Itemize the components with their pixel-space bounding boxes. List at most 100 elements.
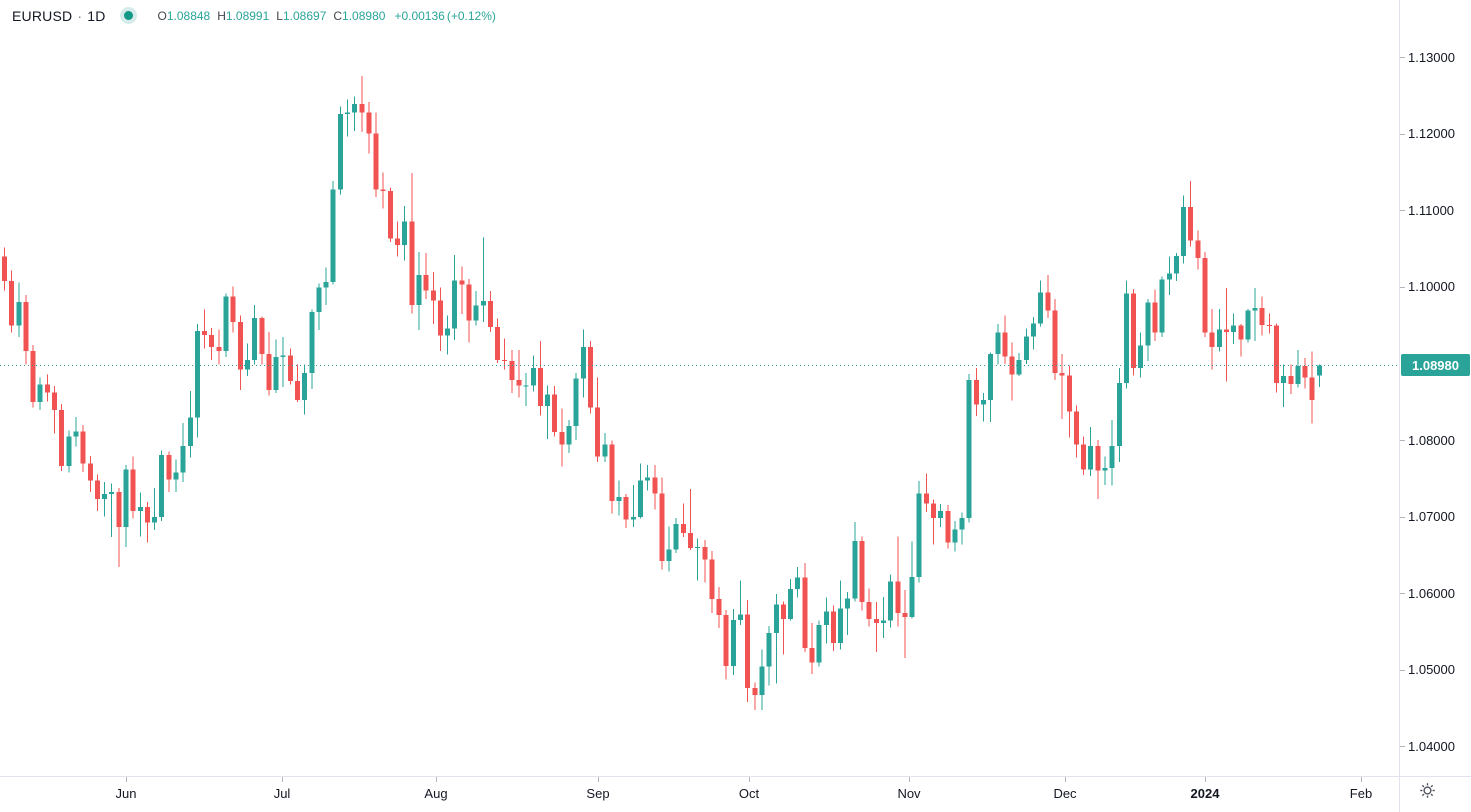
time-tick [126,777,127,782]
candle [216,329,222,365]
candle [816,620,822,667]
candle [1238,324,1244,357]
time-tick [282,777,283,782]
candle [330,180,336,285]
candle [352,96,358,132]
candle [1309,351,1315,424]
candle [716,586,722,629]
candle [316,283,322,331]
candle [1138,332,1144,378]
time-tick [909,777,910,782]
candle [459,266,465,315]
candle [180,422,186,482]
candle [473,291,479,326]
candle [187,390,193,458]
candle [809,622,815,675]
candle [252,304,258,365]
time-axis[interactable]: Jun Jul Aug Sep Oct Nov Dec 2024 Feb [0,776,1471,812]
candle [795,566,801,598]
candle [16,282,22,338]
candle [859,536,865,611]
candle [688,488,694,551]
time-axis-label: Oct [738,786,760,801]
close-value: C1.08980 [333,8,386,23]
candle [1188,180,1194,247]
candle [1195,230,1201,270]
candle [1245,308,1251,343]
candle [116,488,122,567]
candle [880,596,886,639]
candle [530,355,536,392]
candle [1273,323,1279,393]
candle [495,318,501,364]
candle [423,252,429,299]
candle [1116,367,1122,463]
candle [1302,357,1308,389]
candle [938,504,944,528]
candle [909,541,915,619]
candle [373,112,379,197]
candle [516,350,522,398]
candle [323,267,329,305]
candle [502,338,508,370]
candle [209,327,215,361]
candle [1066,365,1072,438]
candle [466,278,472,343]
candle [130,456,136,519]
candle [873,602,879,652]
candle [487,291,493,332]
time-axis-label: Nov [897,786,921,801]
candle [287,348,293,385]
time-tick [1065,777,1066,782]
candle [673,517,679,554]
candle [945,504,951,549]
candle [509,350,515,394]
candle [838,580,844,650]
candle [709,550,715,613]
candle [87,455,93,492]
candle [730,609,736,675]
candle [202,309,208,349]
candlestick-plot[interactable] [0,0,1399,776]
candle [1288,364,1294,394]
price-axis-label: 1.07000 [1408,509,1455,525]
candle [152,488,158,531]
candle [52,386,58,434]
candle [1088,426,1094,476]
candle [1159,276,1165,338]
price-tick [1400,669,1405,671]
candle [788,579,794,621]
time-axis-settings-button[interactable] [1418,781,1437,800]
candle [1281,364,1287,407]
series-marker-dot-icon [119,7,137,24]
candle [230,286,236,333]
candle [1216,308,1222,352]
candle [973,367,979,417]
candle [237,315,243,390]
candle [1052,298,1058,381]
candle [902,589,908,659]
candle [545,385,551,440]
price-axis[interactable]: 1.08980 1.13000 1.12000 1.11000 1.10000 1.08… [1399,0,1471,776]
candle [845,592,851,636]
timeframe-label: 1D [87,7,106,24]
candle [309,309,315,390]
candle [159,450,165,521]
candle [866,588,872,627]
price-tick [1400,210,1405,212]
candle [981,393,987,422]
candle [773,593,779,684]
candle [1131,288,1137,376]
candle [445,315,451,355]
axis-corner-divider [1399,777,1400,812]
candle [623,494,629,528]
symbol-title[interactable]: EURUSD · 1D [12,8,106,24]
time-tick [436,777,437,782]
candle [430,272,436,325]
candle [1145,298,1151,361]
candle [244,343,250,377]
price-tick [1400,516,1405,518]
candle [680,503,686,538]
candle [823,597,829,644]
